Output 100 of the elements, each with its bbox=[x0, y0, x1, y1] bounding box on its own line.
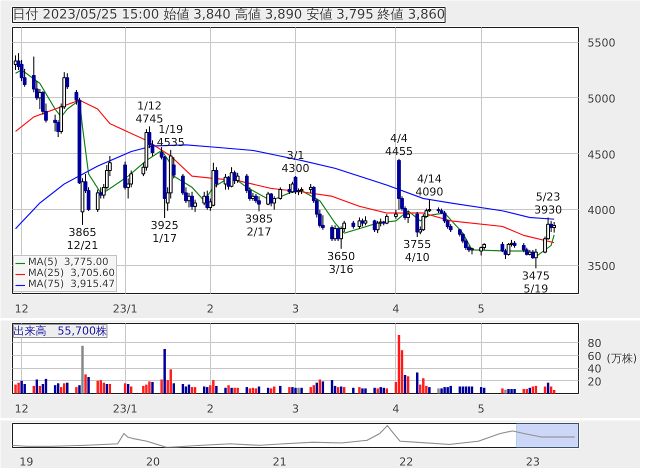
candlestick bbox=[269, 192, 274, 207]
bar bbox=[482, 388, 486, 394]
x-tick-label: 2 bbox=[206, 302, 214, 316]
bar bbox=[106, 384, 108, 394]
candlestick bbox=[534, 248, 538, 269]
bar bbox=[202, 386, 206, 394]
bar bbox=[60, 387, 62, 394]
bar bbox=[248, 388, 252, 394]
annotation: 5/23 3930 bbox=[534, 190, 562, 216]
bar bbox=[532, 386, 534, 394]
candlestick bbox=[372, 219, 376, 233]
x-tick-label: 19 bbox=[19, 456, 34, 468]
bar bbox=[233, 388, 236, 394]
annotation: 4/14 4090 bbox=[415, 172, 444, 199]
bar bbox=[322, 381, 324, 394]
x-tick-label: 3 bbox=[292, 402, 299, 416]
candlestick bbox=[266, 191, 270, 206]
bar bbox=[462, 386, 464, 394]
bar bbox=[510, 389, 513, 394]
bar bbox=[300, 388, 303, 394]
bar bbox=[342, 387, 346, 394]
y-tick-label: 80 bbox=[588, 337, 602, 350]
bar bbox=[480, 387, 482, 394]
bar bbox=[32, 386, 36, 394]
bar bbox=[376, 388, 379, 394]
bar bbox=[108, 384, 112, 394]
bar bbox=[254, 388, 258, 394]
x-tick-label: 5 bbox=[478, 402, 485, 416]
annotation: 1/12 4745 bbox=[135, 99, 164, 126]
annotation: 3865 12/21 bbox=[66, 226, 98, 252]
annotation: 3985 2/17 bbox=[244, 212, 273, 238]
bar bbox=[291, 387, 294, 394]
bar bbox=[163, 348, 166, 394]
bar bbox=[310, 387, 312, 394]
x-tick-label: 20 bbox=[146, 456, 160, 468]
candlestick bbox=[415, 211, 420, 238]
bar bbox=[288, 387, 291, 394]
bar bbox=[14, 384, 17, 394]
bar bbox=[145, 384, 148, 394]
bar bbox=[38, 386, 42, 394]
x-tick-label: 21 bbox=[272, 456, 287, 468]
bar bbox=[215, 386, 218, 394]
bar bbox=[87, 376, 90, 394]
candlestick bbox=[294, 176, 298, 195]
chart-title: 日付 2023/05/25 15:00 始値 3,840 高値 3,890 安値 3,795 終値 3,860 bbox=[12, 6, 446, 22]
bar bbox=[124, 383, 126, 394]
y-tick-label: 5000 bbox=[588, 92, 616, 106]
legend-label: MA(25) 3,705.60 bbox=[28, 268, 115, 279]
x-tick-label: 12 bbox=[14, 302, 29, 316]
bar bbox=[246, 387, 248, 394]
y-tick-label: 60 bbox=[588, 350, 602, 363]
bar bbox=[23, 384, 26, 394]
bar bbox=[172, 383, 175, 394]
bar bbox=[458, 386, 462, 394]
candlestick bbox=[330, 224, 334, 242]
bar bbox=[468, 386, 470, 394]
candlestick bbox=[190, 191, 194, 210]
annotation: 3/1 4300 bbox=[282, 149, 310, 176]
x-tick-label: 23/1 bbox=[112, 302, 138, 316]
bar bbox=[170, 369, 172, 394]
bar bbox=[550, 386, 552, 394]
bar bbox=[297, 388, 300, 394]
x-tick-label: 4 bbox=[392, 402, 400, 416]
bar bbox=[227, 385, 230, 394]
x-tick-label: 23 bbox=[526, 456, 540, 468]
y-tick-label: 3500 bbox=[588, 260, 616, 274]
candlestick bbox=[288, 183, 292, 195]
bar bbox=[126, 384, 130, 394]
bar bbox=[182, 384, 184, 394]
bar bbox=[526, 389, 528, 394]
bar bbox=[142, 386, 145, 394]
bar bbox=[336, 387, 340, 394]
bar bbox=[194, 387, 196, 394]
bar bbox=[379, 387, 382, 394]
bar bbox=[270, 388, 272, 394]
bar bbox=[160, 380, 163, 394]
bar bbox=[272, 386, 276, 394]
bar bbox=[184, 386, 188, 394]
bar bbox=[522, 389, 525, 394]
y-tick-label: 4000 bbox=[588, 204, 616, 218]
bar bbox=[449, 386, 452, 394]
bar bbox=[404, 375, 406, 394]
bar bbox=[443, 387, 446, 394]
bar bbox=[398, 334, 400, 394]
bar bbox=[17, 382, 20, 394]
bar bbox=[130, 386, 132, 394]
x-tick-label: 4 bbox=[392, 302, 400, 316]
candlestick bbox=[384, 214, 389, 225]
legend-label: MA(75) 3,915.47 bbox=[28, 279, 115, 290]
y-tick-label: 20 bbox=[588, 375, 602, 388]
candlestick bbox=[257, 196, 261, 212]
bar bbox=[422, 378, 425, 394]
bar bbox=[446, 387, 449, 394]
bar bbox=[316, 382, 318, 394]
legend-label: MA(5) 3,775.00 bbox=[28, 257, 109, 268]
y-tick-label: 4500 bbox=[588, 148, 616, 162]
annotation: 4/4 4455 bbox=[384, 132, 413, 158]
bar bbox=[148, 381, 151, 394]
y-tick-label: 40 bbox=[588, 362, 602, 376]
bar bbox=[340, 386, 342, 394]
